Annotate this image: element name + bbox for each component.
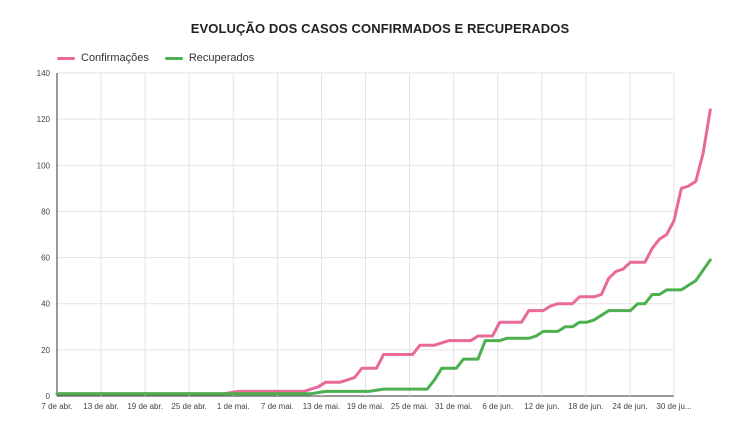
x-tick-label: 13 de abr. [83, 402, 119, 411]
y-tick-label: 80 [41, 207, 50, 216]
y-tick-label: 60 [41, 254, 50, 263]
y-tick-label: 20 [41, 346, 50, 355]
x-tick-label: 18 de jun. [568, 402, 603, 411]
x-tick-label: 13 de mai. [303, 402, 340, 411]
legend-label: Recuperados [188, 52, 255, 64]
legend-swatch [57, 56, 75, 60]
y-tick-label: 40 [41, 300, 50, 309]
chart-title: EVOLUÇÃO DOS CASOS CONFIRMADOS E RECUPER… [190, 21, 570, 36]
series-line-confirmacoes [55, 108, 712, 396]
x-tick-label: 7 de mai. [261, 402, 294, 411]
x-tick-label: 19 de abr. [127, 402, 163, 411]
x-tick-label: 25 de mai. [391, 402, 428, 411]
x-tick-label: 25 de abr. [171, 402, 207, 411]
legend-label: Confirmações [81, 52, 149, 64]
x-tick-label: 31 de mai. [435, 402, 472, 411]
y-tick-label: 0 [46, 392, 51, 401]
x-tick-label: 6 de jun. [482, 402, 513, 411]
x-tick-label: 12 de jun. [524, 402, 559, 411]
legend-item-recuperados[interactable]: Recuperados [164, 52, 255, 64]
y-tick-label: 140 [37, 69, 51, 78]
x-tick-label: 24 de jun. [612, 402, 647, 411]
legend-item-confirmacoes[interactable]: Confirmações [57, 52, 149, 64]
x-tick-label: 19 de mai. [347, 402, 384, 411]
y-tick-label: 120 [37, 115, 51, 124]
series-line-recuperados [55, 258, 712, 396]
x-tick-label: 30 de ju... [656, 402, 691, 411]
x-tick-label: 7 de abr. [41, 402, 72, 411]
y-tick-label: 100 [37, 161, 51, 170]
legend: Confirmações Recuperados [57, 52, 254, 64]
x-tick-label: 1 de mai. [217, 402, 250, 411]
legend-swatch [164, 56, 183, 60]
